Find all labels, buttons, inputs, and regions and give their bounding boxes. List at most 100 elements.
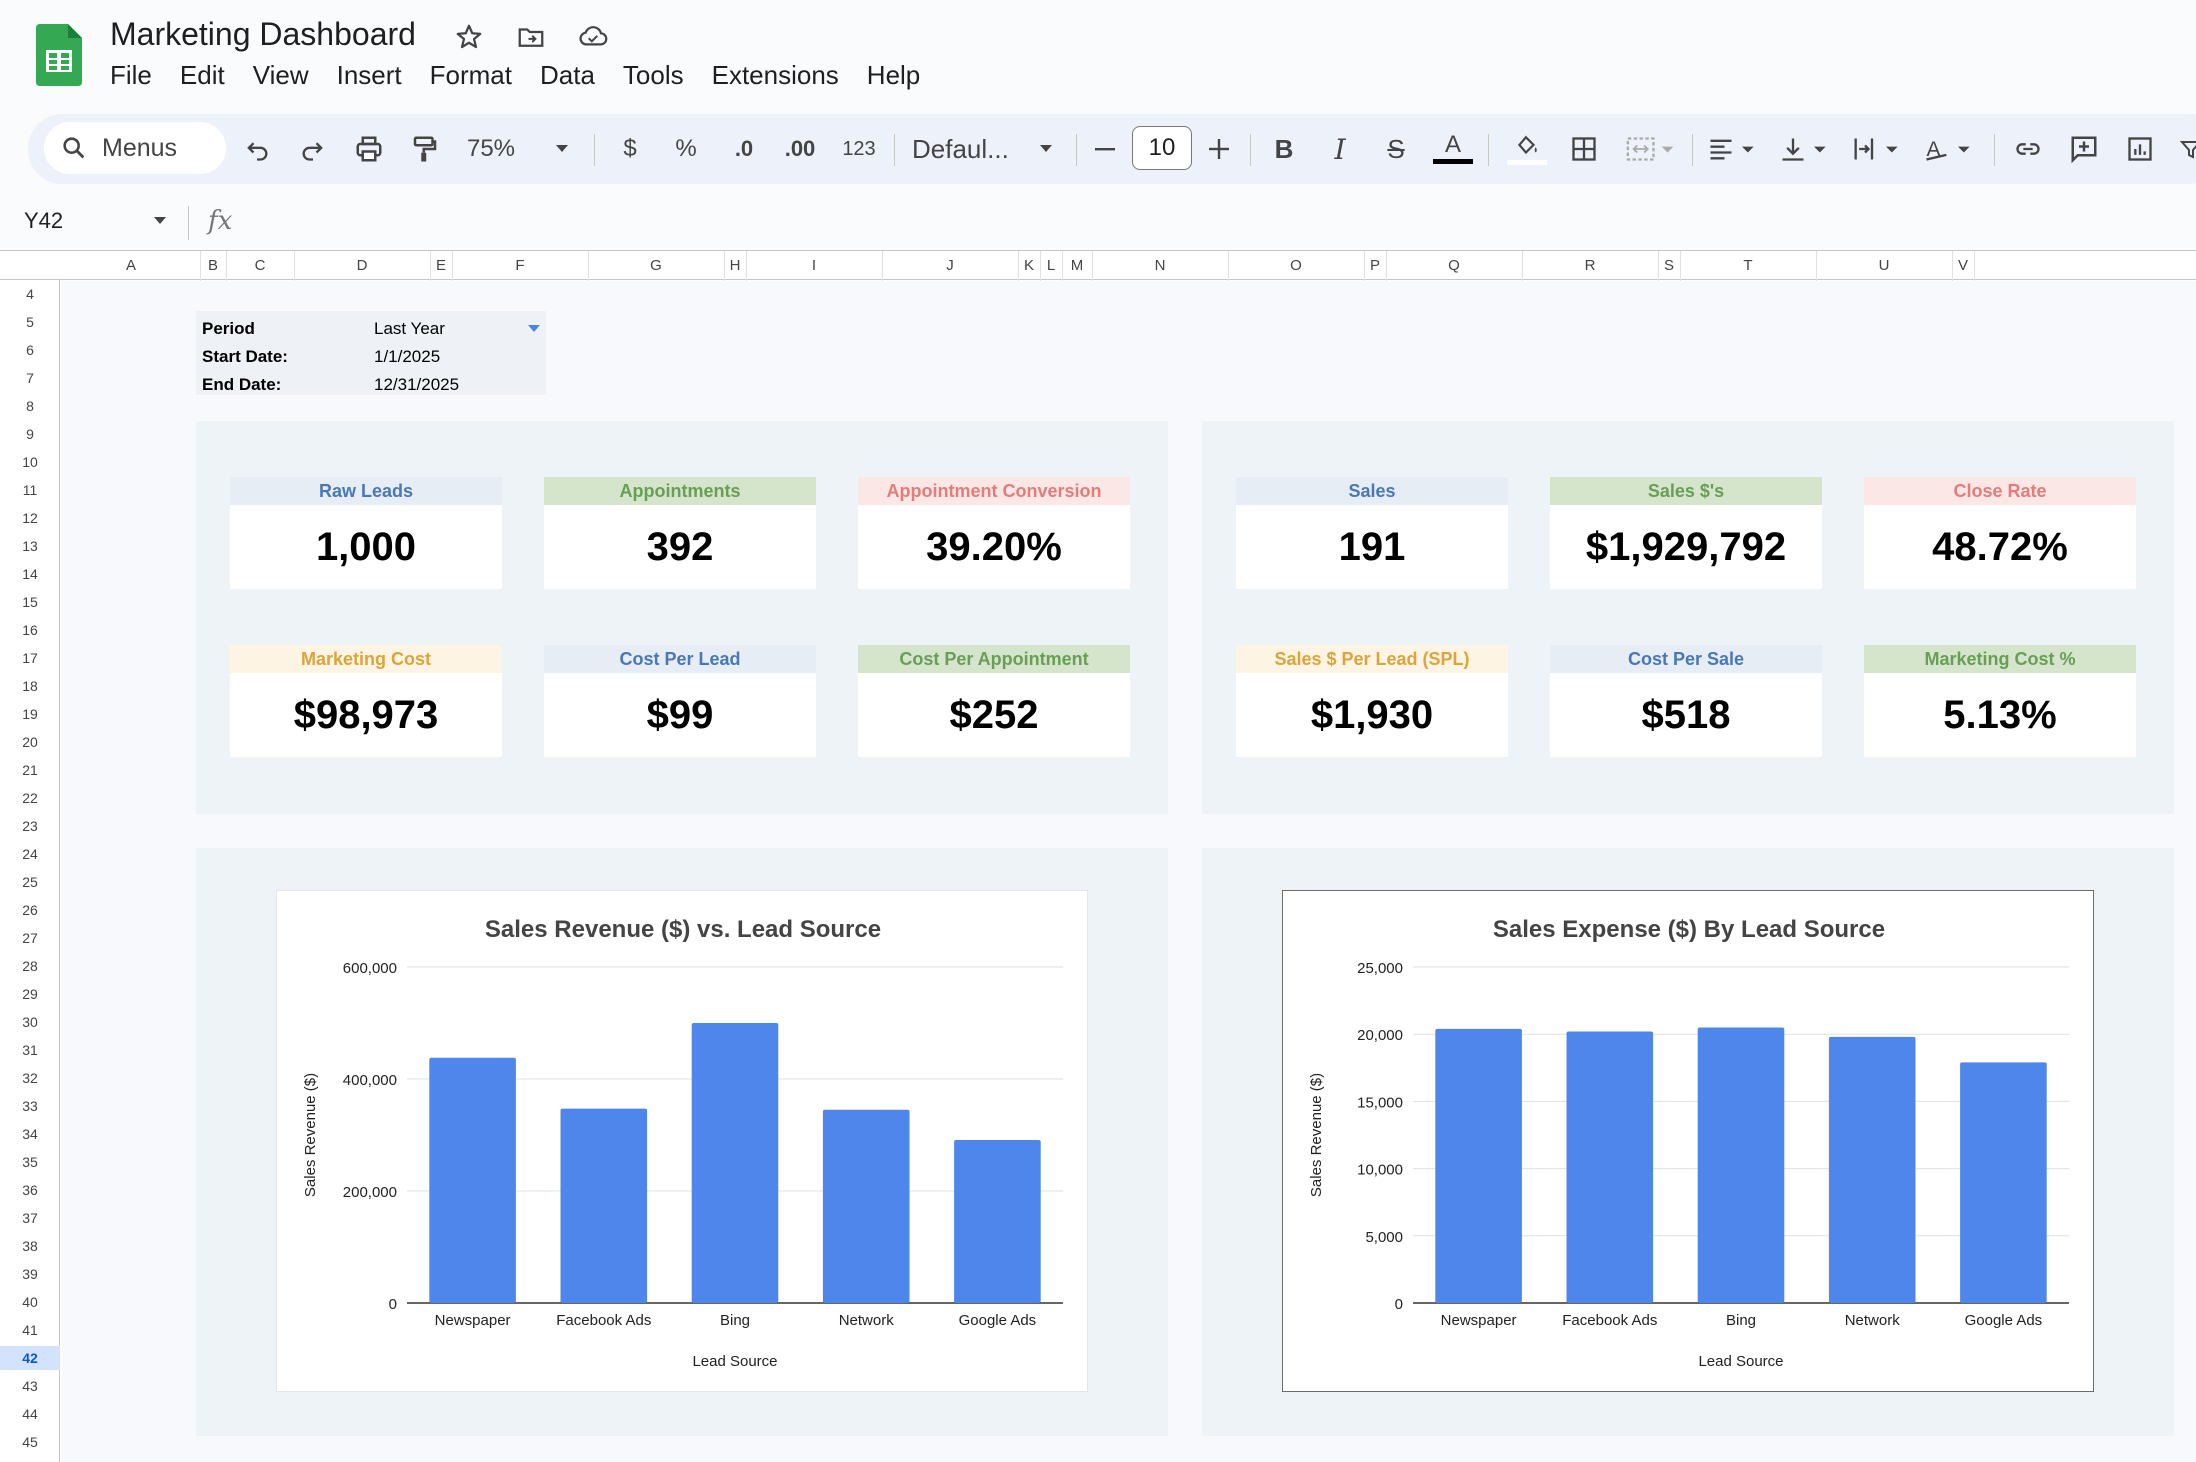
- currency-format-button[interactable]: $: [623, 135, 637, 162]
- menu-extensions[interactable]: Extensions: [711, 60, 839, 90]
- menu-edit[interactable]: Edit: [179, 60, 225, 90]
- column-header-c[interactable]: C: [254, 257, 266, 274]
- bold-icon[interactable]: B: [1274, 133, 1294, 164]
- column-header-r[interactable]: R: [1584, 257, 1596, 274]
- menu-tools[interactable]: Tools: [622, 60, 684, 90]
- menu-file[interactable]: File: [110, 60, 152, 90]
- row-header-34[interactable]: 34: [22, 1126, 38, 1142]
- sheet-canvas[interactable]: Period Last Year Start Date: 1/1/2025 En…: [62, 281, 2196, 1462]
- column-header-j[interactable]: J: [946, 257, 954, 274]
- row-header-8[interactable]: 8: [26, 398, 34, 414]
- row-header-30[interactable]: 30: [22, 1014, 38, 1030]
- menu-help[interactable]: Help: [866, 60, 921, 90]
- number-format-button[interactable]: 123: [842, 137, 876, 160]
- decrease-decimal-button[interactable]: .0: [734, 136, 754, 161]
- kpi-card-cost-per-lead[interactable]: Cost Per Lead $99: [544, 645, 816, 757]
- paint-format-icon[interactable]: [404, 128, 446, 170]
- column-header-i[interactable]: I: [811, 257, 817, 274]
- column-header-l[interactable]: L: [1046, 257, 1056, 274]
- expense-chart[interactable]: Sales Expense ($) By Lead Source 0 5,000 10…: [1282, 890, 2094, 1392]
- column-header-p[interactable]: P: [1369, 257, 1381, 274]
- row-header-11[interactable]: 11: [22, 482, 38, 498]
- decrease-font-size-icon[interactable]: [1088, 128, 1122, 170]
- text-wrapping-icon[interactable]: [1848, 128, 1910, 170]
- vertical-align-icon[interactable]: [1776, 128, 1838, 170]
- row-header-7[interactable]: 7: [26, 370, 34, 386]
- column-header-k[interactable]: K: [1023, 257, 1035, 274]
- name-box-chevron-down-icon[interactable]: [152, 216, 168, 226]
- print-icon[interactable]: [348, 128, 390, 170]
- row-header-40[interactable]: 40: [22, 1294, 38, 1310]
- row-header-27[interactable]: 27: [22, 930, 38, 946]
- column-header-t[interactable]: T: [1743, 257, 1753, 274]
- doc-title[interactable]: Marketing Dashboard: [110, 16, 416, 52]
- kpi-card-marketing-cost[interactable]: Marketing Cost $98,973: [230, 645, 502, 757]
- row-header-31[interactable]: 31: [22, 1042, 38, 1058]
- row-header-45[interactable]: 45: [22, 1434, 38, 1450]
- column-header-u[interactable]: U: [1878, 257, 1890, 274]
- kpi-card-cost-per-sale[interactable]: Cost Per Sale $518: [1550, 645, 1822, 757]
- column-header-o[interactable]: O: [1290, 257, 1302, 274]
- period-dropdown[interactable]: Last Year: [374, 319, 445, 338]
- row-header-28[interactable]: 28: [22, 958, 38, 974]
- row-header-42[interactable]: 42: [0, 1346, 60, 1370]
- row-header-17[interactable]: 17: [22, 650, 38, 666]
- column-header-b[interactable]: B: [207, 257, 219, 274]
- star-icon[interactable]: [452, 20, 486, 54]
- text-color-icon[interactable]: A: [1430, 128, 1476, 170]
- row-header-32[interactable]: 32: [22, 1070, 38, 1086]
- row-header-9[interactable]: 9: [26, 426, 34, 442]
- kpi-card-sales[interactable]: Sales 191: [1236, 477, 1508, 589]
- column-header-q[interactable]: Q: [1448, 257, 1460, 274]
- sheets-logo-icon[interactable]: [36, 24, 82, 86]
- row-header-18[interactable]: 18: [22, 678, 38, 694]
- row-header-6[interactable]: 6: [26, 342, 34, 358]
- column-header-g[interactable]: G: [650, 257, 662, 274]
- kpi-card-sales-dollars[interactable]: Sales $'s $1,929,792: [1550, 477, 1822, 589]
- row-header-22[interactable]: 22: [22, 790, 38, 806]
- undo-icon[interactable]: [236, 128, 278, 170]
- column-header-d[interactable]: D: [356, 257, 368, 274]
- row-header-33[interactable]: 33: [22, 1098, 38, 1114]
- menu-format[interactable]: Format: [429, 60, 512, 90]
- row-header-13[interactable]: 13: [22, 538, 38, 554]
- menus-search[interactable]: Menus: [44, 122, 226, 174]
- filter-icon[interactable]: [2176, 128, 2196, 170]
- row-header-26[interactable]: 26: [22, 902, 38, 918]
- font-chevron-down-icon[interactable]: [1034, 128, 1058, 170]
- merge-cells-icon[interactable]: [1620, 128, 1680, 170]
- zoom-chevron-down-icon[interactable]: [550, 128, 574, 170]
- row-header-25[interactable]: 25: [22, 874, 38, 890]
- kpi-card-close-rate[interactable]: Close Rate 48.72%: [1864, 477, 2136, 589]
- zoom-select[interactable]: 75%: [466, 135, 516, 162]
- row-header-39[interactable]: 39: [22, 1266, 38, 1282]
- text-rotation-icon[interactable]: A: [1920, 128, 1982, 170]
- insert-comment-icon[interactable]: [2064, 128, 2104, 170]
- row-header-4[interactable]: 4: [26, 286, 34, 302]
- horizontal-align-icon[interactable]: [1704, 128, 1766, 170]
- row-header-37[interactable]: 37: [22, 1210, 38, 1226]
- font-size-input[interactable]: 10: [1132, 126, 1192, 170]
- insert-chart-icon[interactable]: [2120, 128, 2160, 170]
- row-header-19[interactable]: 19: [22, 706, 38, 722]
- percent-format-button[interactable]: %: [675, 135, 697, 162]
- row-header-12[interactable]: 12: [22, 510, 38, 526]
- row-header-15[interactable]: 15: [22, 594, 38, 610]
- column-header-f[interactable]: F: [515, 257, 525, 274]
- column-header-n[interactable]: N: [1154, 257, 1166, 274]
- start-date-value[interactable]: 1/1/2025: [374, 347, 441, 366]
- column-header-v[interactable]: V: [1957, 257, 1969, 274]
- kpi-card-marketing-cost-pct[interactable]: Marketing Cost % 5.13%: [1864, 645, 2136, 757]
- row-header-35[interactable]: 35: [22, 1154, 38, 1170]
- kpi-card-cost-per-appointment[interactable]: Cost Per Appointment $252: [858, 645, 1130, 757]
- increase-font-size-icon[interactable]: [1202, 128, 1236, 170]
- revenue-chart[interactable]: Sales Revenue ($) vs. Lead Source 0 200,00…: [276, 890, 1088, 1392]
- row-header-20[interactable]: 20: [22, 734, 38, 750]
- row-header-36[interactable]: 36: [22, 1182, 38, 1198]
- row-header-24[interactable]: 24: [22, 846, 38, 862]
- column-header-h[interactable]: H: [729, 257, 741, 274]
- kpi-card-spl[interactable]: Sales $ Per Lead (SPL) $1,930: [1236, 645, 1508, 757]
- fill-color-icon[interactable]: [1504, 128, 1550, 170]
- row-header-16[interactable]: 16: [22, 622, 38, 638]
